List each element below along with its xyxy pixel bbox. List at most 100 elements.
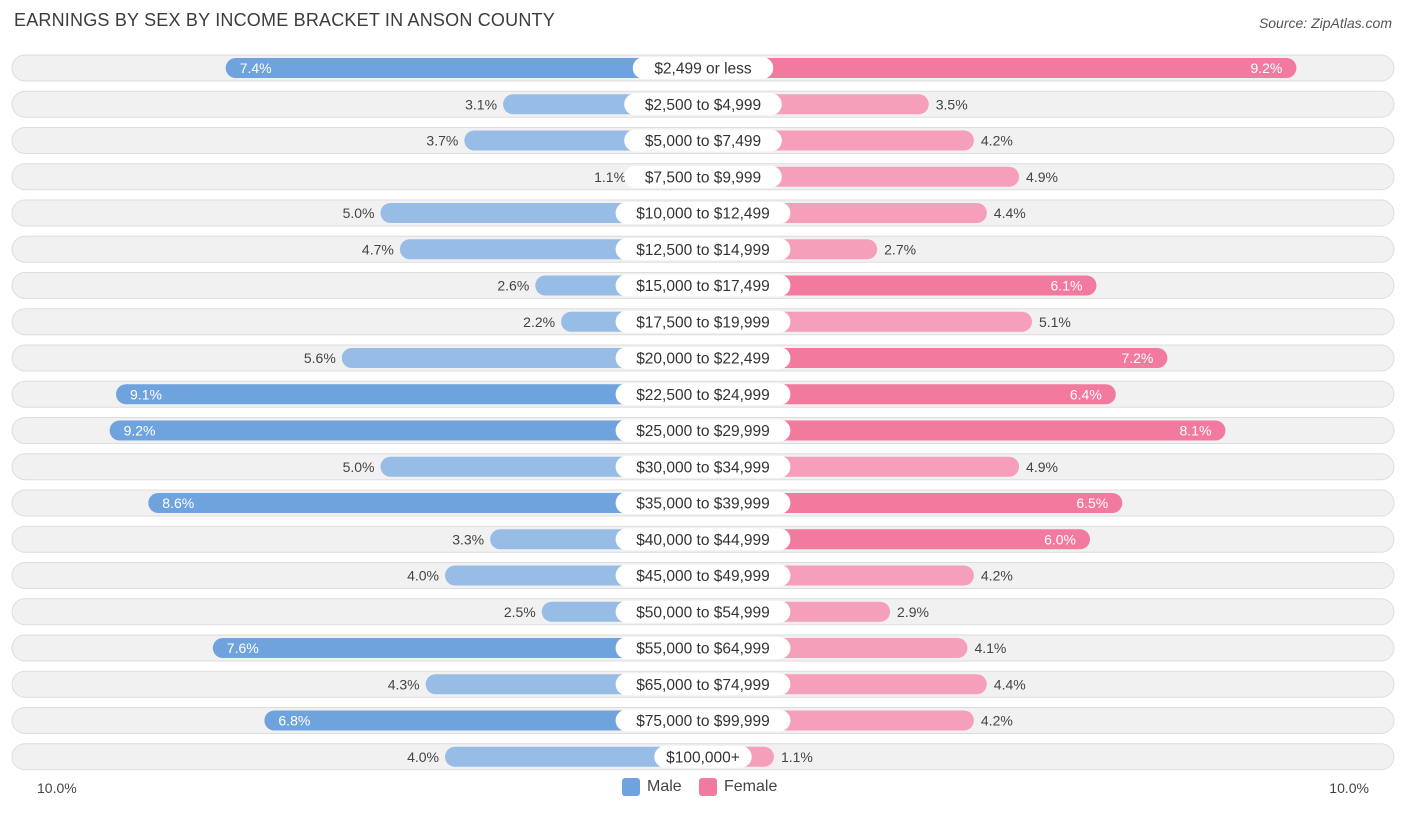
row-8: 5.6% 7.2% $20,000 to $22,499 [11, 344, 1395, 372]
male-bar[interactable] [148, 493, 704, 513]
male-bar[interactable] [225, 58, 703, 78]
category-pill [615, 202, 791, 224]
row-12: 8.6% 6.5% $35,000 to $39,999 [11, 489, 1395, 517]
male-value-label: 5.0% [343, 459, 375, 475]
row-15: 2.5% 2.9% $50,000 to $54,999 [11, 598, 1395, 626]
category-pill [615, 528, 791, 551]
category-label: $2,499 or less [654, 61, 752, 78]
male-bar[interactable] [109, 420, 704, 441]
category-label: $50,000 to $54,999 [636, 604, 770, 621]
category-label: $40,000 to $44,999 [636, 532, 770, 549]
male-value-label: 9.1% [130, 386, 162, 402]
category-pill [615, 383, 791, 406]
category-label: $45,000 to $49,999 [636, 568, 770, 585]
category-label: $10,000 to $12,499 [636, 206, 770, 223]
legend-female-label: Female [724, 778, 778, 795]
female-bar[interactable] [703, 58, 1297, 78]
female-value-label: 6.1% [1051, 278, 1083, 294]
category-pill [632, 57, 774, 79]
female-value-label: 6.0% [1044, 531, 1076, 547]
female-value-label: 5.1% [1039, 314, 1071, 330]
row-5: 4.7% 2.7% $12,500 to $14,999 [11, 235, 1395, 263]
female-value-label: 3.5% [936, 96, 968, 112]
category-pill [615, 238, 791, 261]
category-label: $17,500 to $19,999 [636, 314, 770, 331]
male-bar[interactable] [445, 746, 703, 767]
female-value-label: 4.4% [994, 676, 1026, 692]
category-pill [615, 492, 791, 514]
category-pill [615, 419, 791, 442]
female-value-label: 1.1% [781, 749, 813, 765]
category-pill [624, 129, 782, 152]
legend-female-swatch [699, 778, 717, 796]
row-2: 3.7% 4.2% $5,000 to $7,499 [11, 127, 1395, 154]
category-pill [624, 93, 782, 116]
chart-area: 7.4% 9.2% $2,499 or less 3.1% 3.5% $2,500 to … [11, 54, 1395, 771]
female-value-label: 4.9% [1026, 169, 1058, 185]
male-value-label: 5.0% [343, 205, 375, 221]
legend-female[interactable]: Female [699, 778, 777, 796]
row-11: 5.0% 4.9% $30,000 to $34,999 [11, 453, 1395, 481]
category-label: $15,000 to $17,499 [636, 278, 770, 295]
male-value-label: 8.6% [162, 495, 194, 511]
female-value-label: 8.1% [1180, 423, 1212, 439]
female-value-label: 4.2% [981, 568, 1013, 584]
male-value-label: 2.6% [497, 278, 529, 294]
legend-male[interactable]: Male [622, 778, 682, 796]
male-value-label: 2.2% [523, 314, 555, 330]
category-label: $75,000 to $99,999 [636, 713, 770, 730]
male-value-label: 1.1% [594, 169, 626, 185]
male-value-label: 4.3% [388, 676, 420, 692]
row-6: 2.6% 6.1% $15,000 to $17,499 [11, 272, 1395, 299]
legend-male-label: Male [647, 778, 682, 795]
male-bar[interactable] [264, 710, 703, 731]
row-17: 4.3% 4.4% $65,000 to $74,999 [11, 670, 1395, 698]
male-value-label: 9.2% [124, 423, 156, 439]
male-bar[interactable] [212, 638, 704, 658]
female-value-label: 7.2% [1121, 350, 1153, 366]
female-bar[interactable] [703, 166, 1020, 187]
male-value-label: 7.4% [240, 60, 272, 76]
category-pill [615, 274, 791, 297]
row-3: 1.1% 4.9% $7,500 to $9,999 [11, 163, 1395, 191]
row-0: 7.4% 9.2% $2,499 or less [11, 54, 1395, 82]
source-label: Source: ZipAtlas.com [1258, 15, 1392, 31]
female-bar[interactable] [703, 493, 1123, 513]
row-10: 9.2% 8.1% $25,000 to $29,999 [11, 417, 1395, 444]
female-value-label: 6.5% [1076, 495, 1108, 511]
female-value-label: 9.2% [1250, 60, 1282, 76]
male-value-label: 3.7% [426, 133, 458, 149]
legend-male-swatch [622, 778, 640, 796]
category-label: $12,500 to $14,999 [636, 242, 770, 259]
female-value-label: 4.9% [1026, 459, 1058, 475]
category-label: $30,000 to $34,999 [636, 459, 770, 476]
row-14: 4.0% 4.2% $45,000 to $49,999 [11, 562, 1395, 589]
category-label: $35,000 to $39,999 [636, 496, 770, 513]
male-bar[interactable] [341, 348, 703, 368]
row-16: 7.6% 4.1% $55,000 to $64,999 [11, 634, 1395, 662]
female-bar[interactable] [703, 420, 1226, 441]
female-bar[interactable] [703, 384, 1116, 405]
male-value-label: 4.0% [407, 568, 439, 584]
row-4: 5.0% 4.4% $10,000 to $12,499 [11, 199, 1395, 227]
male-bar[interactable] [116, 384, 704, 405]
female-bar[interactable] [703, 348, 1168, 368]
category-pill [615, 564, 791, 587]
category-label: $7,500 to $9,999 [645, 169, 761, 186]
category-pill [615, 673, 791, 696]
female-value-label: 4.2% [981, 133, 1013, 149]
female-bar[interactable] [703, 275, 1097, 296]
axis-left-label: 10.0% [37, 780, 77, 796]
row-19: 4.0% 1.1% $100,000+ [11, 743, 1395, 771]
row-13: 3.3% 6.0% $40,000 to $44,999 [11, 525, 1395, 553]
male-value-label: 3.1% [465, 96, 497, 112]
male-value-label: 2.5% [504, 604, 536, 620]
category-pill [654, 745, 752, 768]
female-value-label: 4.4% [994, 205, 1026, 221]
category-label: $2,500 to $4,999 [645, 97, 761, 114]
chart-title: EARNINGS BY SEX BY INCOME BRACKET IN ANS… [14, 10, 555, 30]
category-label: $20,000 to $22,499 [636, 351, 770, 368]
female-bar[interactable] [703, 529, 1090, 550]
category-label: $65,000 to $74,999 [636, 677, 770, 694]
female-value-label: 4.2% [981, 713, 1013, 729]
